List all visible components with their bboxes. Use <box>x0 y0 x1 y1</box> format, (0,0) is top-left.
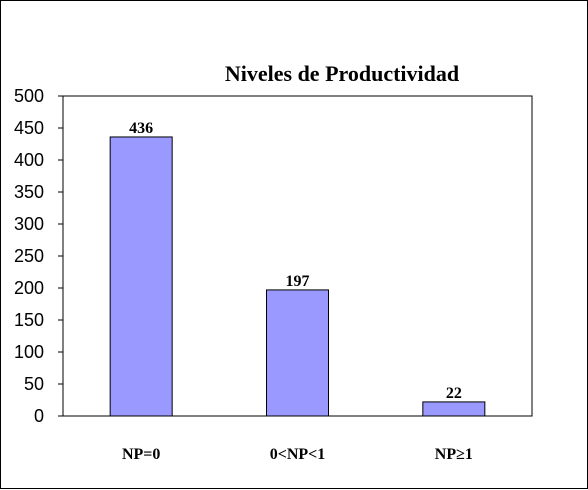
y-tick-label: 200 <box>14 278 44 298</box>
bar-series <box>109 136 486 417</box>
data-label: 197 <box>286 273 310 290</box>
y-tick-label: 500 <box>14 86 44 106</box>
y-tick-label: 100 <box>14 342 44 362</box>
x-tick-label: 0<NP<1 <box>270 446 326 463</box>
y-tick-label: 250 <box>14 246 44 266</box>
bar <box>266 289 329 417</box>
data-label: 22 <box>446 385 462 402</box>
data-labels: 436 197 22 <box>129 120 462 402</box>
y-axis: 0 50 100 150 200 250 300 350 400 450 500 <box>14 86 63 426</box>
data-label: 436 <box>129 120 153 137</box>
x-tick-label: NP≥1 <box>435 446 473 463</box>
y-tick-label: 450 <box>14 118 44 138</box>
y-tick-label: 400 <box>14 150 44 170</box>
x-tick-label: NP=0 <box>122 446 160 463</box>
bar <box>109 136 173 417</box>
y-tick-label: 350 <box>14 182 44 202</box>
x-axis: NP=0 0<NP<1 NP≥1 <box>122 446 473 463</box>
chart-title: Niveles de Productividad <box>225 61 459 86</box>
y-tick-label: 300 <box>14 214 44 234</box>
y-tick-label: 150 <box>14 310 44 330</box>
y-tick-label: 50 <box>24 374 44 394</box>
y-tick-label: 0 <box>34 406 44 426</box>
bar <box>422 401 486 417</box>
